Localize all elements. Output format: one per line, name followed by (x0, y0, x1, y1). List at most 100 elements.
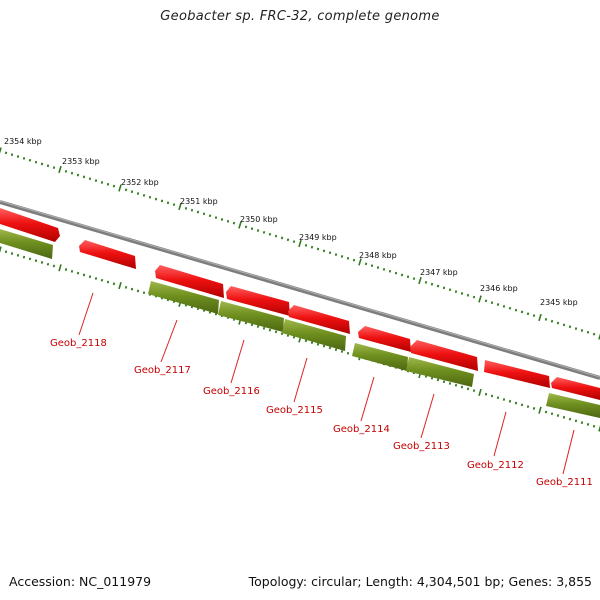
minor-tick (568, 417, 572, 421)
minor-tick (88, 177, 92, 181)
minor-tick (544, 317, 548, 321)
minor-tick (94, 179, 98, 183)
major-tick (298, 239, 302, 248)
gene-arrow[interactable] (406, 357, 474, 387)
minor-tick (490, 394, 494, 398)
minor-tick (136, 192, 140, 195)
kbp-label: 2353 kbp (62, 157, 100, 166)
major-tick (538, 313, 542, 322)
minor-tick (304, 243, 308, 247)
minor-tick (562, 323, 566, 327)
minor-tick (280, 236, 284, 240)
gene-arrow[interactable] (352, 343, 408, 371)
minor-tick (412, 277, 416, 281)
minor-tick (352, 258, 356, 262)
gene-arrow[interactable] (551, 377, 600, 400)
minor-tick (34, 259, 38, 263)
kbp-label: 2346 kbp (480, 284, 518, 293)
minor-tick (220, 218, 224, 221)
minor-tick (274, 234, 278, 238)
gene-arrow[interactable] (288, 305, 350, 334)
kbp-label: 2349 kbp (299, 233, 337, 242)
minor-tick (328, 251, 332, 255)
forward-strand-genes (0, 208, 600, 400)
major-tick (58, 264, 62, 272)
minor-tick (484, 299, 488, 303)
minor-tick (52, 264, 56, 268)
gene-labels: Geob_2118 Geob_2117 Geob_2116 Geob_2115 … (50, 338, 593, 488)
minor-tick (502, 304, 506, 308)
minor-tick (10, 252, 14, 255)
minor-tick (340, 350, 344, 353)
kbp-label: 2350 kbp (240, 215, 278, 224)
minor-tick (130, 287, 134, 291)
gene-arrow[interactable] (148, 281, 219, 314)
gene-label[interactable]: Geob_2111 (536, 477, 593, 488)
minor-tick (304, 339, 308, 343)
minor-tick (142, 193, 146, 197)
major-tick (238, 221, 242, 229)
major-tick (178, 202, 182, 211)
minor-tick (70, 269, 74, 273)
gene-arrow[interactable] (484, 360, 550, 388)
gene-arrow[interactable] (218, 301, 284, 332)
outer-tick-ring (0, 147, 600, 340)
minor-tick (22, 156, 26, 160)
minor-tick (88, 275, 92, 279)
minor-tick (124, 285, 128, 289)
major-tick (598, 333, 600, 340)
minor-tick (46, 164, 50, 168)
gene-arrow[interactable] (155, 265, 224, 298)
minor-tick (532, 314, 536, 318)
gene-arrow[interactable] (79, 240, 136, 269)
major-tick (478, 295, 482, 303)
minor-tick (316, 342, 320, 346)
gene-arrow[interactable] (0, 208, 60, 242)
minor-tick (76, 271, 80, 275)
minor-tick (520, 310, 524, 314)
minor-tick (244, 225, 248, 229)
gene-arrow[interactable] (358, 326, 411, 352)
minor-tick (562, 415, 566, 419)
gene-label[interactable]: Geob_2115 (266, 405, 323, 416)
minor-tick (262, 326, 266, 330)
minor-tick (346, 351, 350, 355)
kbp-label: 2352 kbp (121, 178, 159, 187)
minor-tick (70, 171, 74, 175)
gene-label[interactable]: Geob_2113 (393, 441, 450, 452)
map-title: Geobacter sp. FRC-32, complete genome (160, 9, 440, 24)
gene-arrow[interactable] (0, 229, 53, 259)
gene-label[interactable]: Geob_2112 (467, 460, 524, 471)
minor-tick (130, 190, 134, 194)
minor-tick (28, 158, 32, 162)
gene-arrow[interactable] (226, 286, 290, 316)
minor-tick (436, 284, 440, 288)
kbp-labels: 2354 kbp 2353 kbp 2352 kbp 2351 kbp 2350… (4, 137, 578, 307)
gene-label[interactable]: Geob_2114 (333, 424, 390, 435)
minor-tick (514, 401, 518, 405)
gene-arrow[interactable] (546, 393, 600, 418)
minor-tick (310, 245, 314, 249)
minor-tick (466, 387, 470, 391)
minor-tick (406, 275, 410, 279)
minor-tick (40, 162, 44, 166)
minor-tick (202, 212, 206, 216)
gene-label[interactable]: Geob_2118 (50, 338, 107, 349)
kbp-label: 2351 kbp (180, 197, 218, 206)
minor-tick (316, 247, 320, 251)
gene-label[interactable]: Geob_2116 (203, 386, 260, 397)
gene-arrow[interactable] (410, 340, 478, 371)
gene-arrow[interactable] (282, 319, 346, 351)
major-tick (118, 282, 122, 290)
minor-tick (190, 208, 194, 212)
minor-tick (490, 301, 494, 305)
gene-label[interactable]: Geob_2117 (134, 365, 191, 376)
minor-tick (214, 216, 218, 220)
minor-tick (268, 232, 272, 236)
kbp-label: 2348 kbp (359, 251, 397, 260)
minor-tick (184, 206, 188, 210)
minor-tick (166, 201, 170, 205)
minor-tick (442, 286, 446, 290)
minor-tick (508, 399, 512, 403)
minor-tick (40, 261, 44, 264)
